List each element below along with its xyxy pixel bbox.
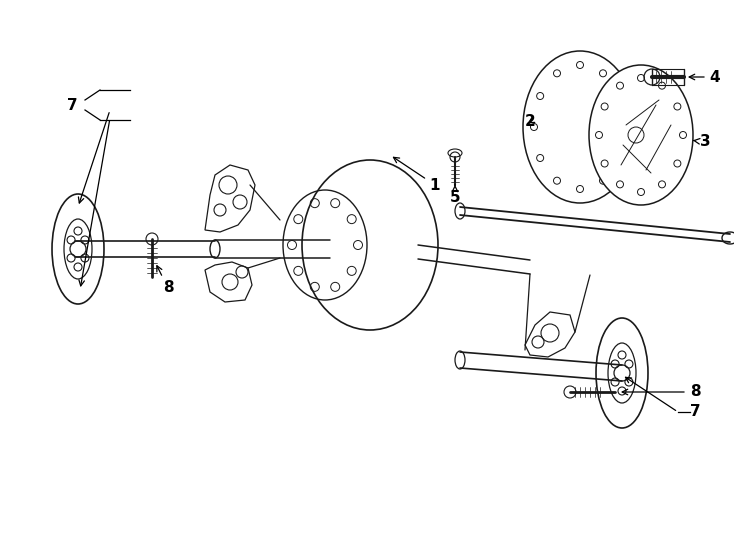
Ellipse shape	[455, 351, 465, 369]
Ellipse shape	[210, 240, 220, 258]
Text: 5: 5	[450, 185, 460, 206]
Text: 8: 8	[622, 384, 700, 400]
Text: 8: 8	[157, 266, 173, 295]
Text: 6: 6	[0, 539, 1, 540]
Text: 7: 7	[67, 98, 77, 112]
Text: 1: 1	[393, 157, 440, 192]
Text: 4: 4	[689, 70, 720, 84]
Ellipse shape	[589, 65, 693, 205]
Text: 2: 2	[525, 114, 535, 130]
Ellipse shape	[455, 203, 465, 219]
Text: 3: 3	[694, 134, 711, 150]
Text: 7: 7	[690, 404, 701, 420]
